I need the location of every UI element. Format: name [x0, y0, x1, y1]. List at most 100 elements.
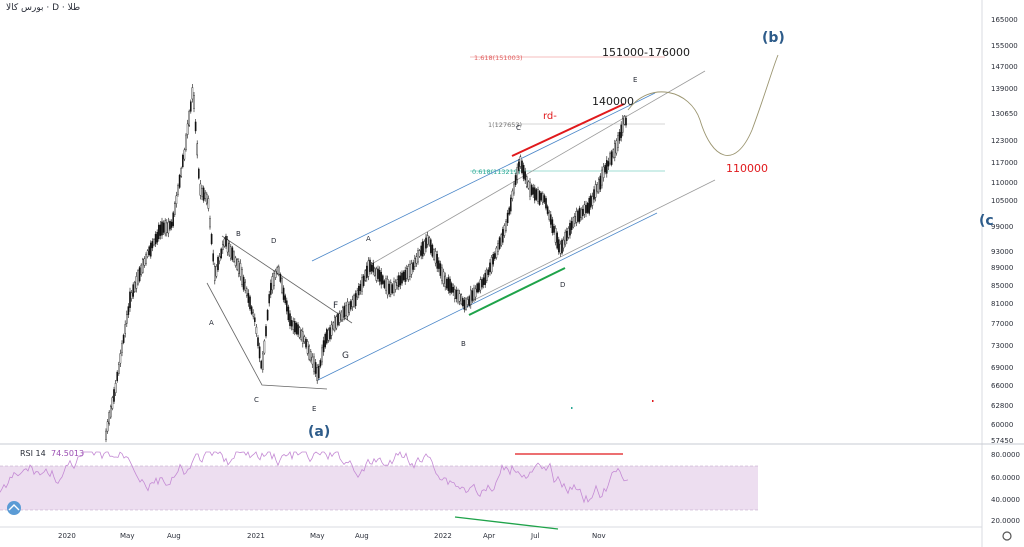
candle-body — [183, 149, 186, 160]
candle-body — [514, 175, 517, 185]
logo-mark — [8, 504, 20, 511]
candle-body — [609, 153, 611, 164]
candle-body — [164, 220, 167, 235]
rsi-axis[interactable]: 80.0000 60.0000 40.0000 20.0000 — [991, 451, 1020, 525]
candle-body — [252, 312, 255, 317]
upper-channel-line[interactable] — [311, 92, 656, 262]
candle-body — [290, 320, 293, 327]
candle-body — [189, 101, 192, 112]
lower-channel-line[interactable] — [317, 212, 658, 381]
candle-body — [170, 221, 173, 228]
candle-body — [241, 269, 243, 286]
candle-body — [274, 270, 277, 278]
candle-body — [610, 151, 613, 165]
candle-body — [484, 272, 487, 285]
candle-body — [614, 143, 616, 158]
candle-body — [114, 383, 117, 394]
candle-body — [337, 313, 339, 326]
candle-body — [268, 294, 271, 304]
candle-body — [479, 279, 482, 291]
candle-body — [105, 430, 107, 440]
time-tick-label: 2021 — [247, 532, 265, 540]
candle-body — [175, 195, 178, 204]
rsi-band — [0, 466, 758, 510]
candle-body — [604, 164, 606, 173]
price-tick-label: 60000 — [991, 421, 1013, 429]
candle-body — [161, 221, 163, 236]
gray-lower-line[interactable] — [467, 179, 716, 304]
price-tick-label: 57450 — [991, 437, 1013, 445]
elliott-B1: B — [236, 230, 241, 238]
candle-body — [129, 291, 131, 308]
candle-body — [502, 229, 504, 243]
candle-body — [351, 299, 354, 307]
candle-body — [510, 197, 512, 212]
candle-body — [394, 282, 397, 290]
candle-body — [566, 230, 568, 241]
candle-body — [330, 324, 333, 336]
candle-body — [511, 190, 514, 199]
candle-body — [327, 329, 330, 341]
price-tick-label: 117000 — [991, 159, 1018, 167]
candle-body — [242, 276, 245, 290]
candle-body — [586, 202, 589, 213]
rsi-divergence-green[interactable] — [454, 516, 559, 530]
candle-body — [455, 289, 458, 300]
triangle-lower[interactable] — [206, 282, 328, 390]
resistance-red-line[interactable] — [511, 103, 625, 157]
candle-body — [623, 116, 626, 125]
time-axis[interactable]: 2020 May Aug 2021 May Aug 2022 Apr Jul Nov — [58, 532, 606, 540]
candle-body — [498, 237, 501, 249]
candle-body — [596, 184, 598, 192]
candle-body — [364, 270, 367, 281]
gear-icon[interactable] — [1002, 531, 1012, 541]
triangle-upper[interactable] — [221, 235, 353, 324]
candle-body — [519, 156, 522, 167]
projection-curve[interactable] — [627, 54, 779, 156]
candle-body — [229, 246, 232, 259]
price-axis[interactable]: 165000 155000 147000 139000 130650 123000 1170… — [991, 16, 1018, 445]
candle-body — [244, 281, 247, 291]
candle-body — [377, 268, 379, 279]
candle-body — [156, 231, 159, 243]
target-110000-label: 110000 — [726, 162, 768, 175]
candle-body — [393, 281, 395, 293]
candle-body — [505, 221, 507, 231]
candle-body — [340, 311, 343, 321]
candle-body — [362, 275, 365, 286]
marker-red — [652, 400, 654, 402]
candle-body — [262, 353, 264, 370]
candle-body — [255, 326, 258, 335]
candle-body — [346, 301, 349, 317]
candle-body — [310, 351, 312, 361]
elliott-E1: E — [312, 405, 316, 413]
time-tick-label: 2022 — [434, 532, 452, 540]
elliott-B2: B — [461, 340, 466, 348]
candle-body — [447, 277, 450, 291]
candle-body — [311, 356, 314, 365]
candle-body — [476, 283, 479, 293]
rsi-line[interactable] — [0, 451, 629, 504]
candle-body — [353, 295, 355, 307]
wave-a-label: (a) — [308, 424, 330, 440]
candle-body — [404, 269, 407, 282]
wave-b-label: (b) — [762, 30, 785, 46]
candle-body — [338, 313, 341, 323]
candle-body — [218, 256, 221, 262]
price-tick-label: 147000 — [991, 63, 1018, 71]
candle-body — [135, 276, 138, 289]
candle-body — [316, 367, 319, 381]
candle-body — [367, 260, 370, 277]
elliott-E2: E — [633, 76, 637, 84]
candle-body — [106, 421, 109, 432]
logo-icon — [7, 501, 21, 515]
support-green-line[interactable] — [468, 267, 566, 316]
candle-body — [178, 175, 181, 188]
price-tick-label: 73000 — [991, 342, 1013, 350]
candle-body — [319, 360, 322, 367]
candle-body — [588, 197, 590, 214]
candle-body — [343, 305, 346, 318]
candle-body — [559, 243, 562, 254]
gray-upper-line[interactable] — [369, 70, 706, 266]
candle-body — [577, 210, 579, 222]
